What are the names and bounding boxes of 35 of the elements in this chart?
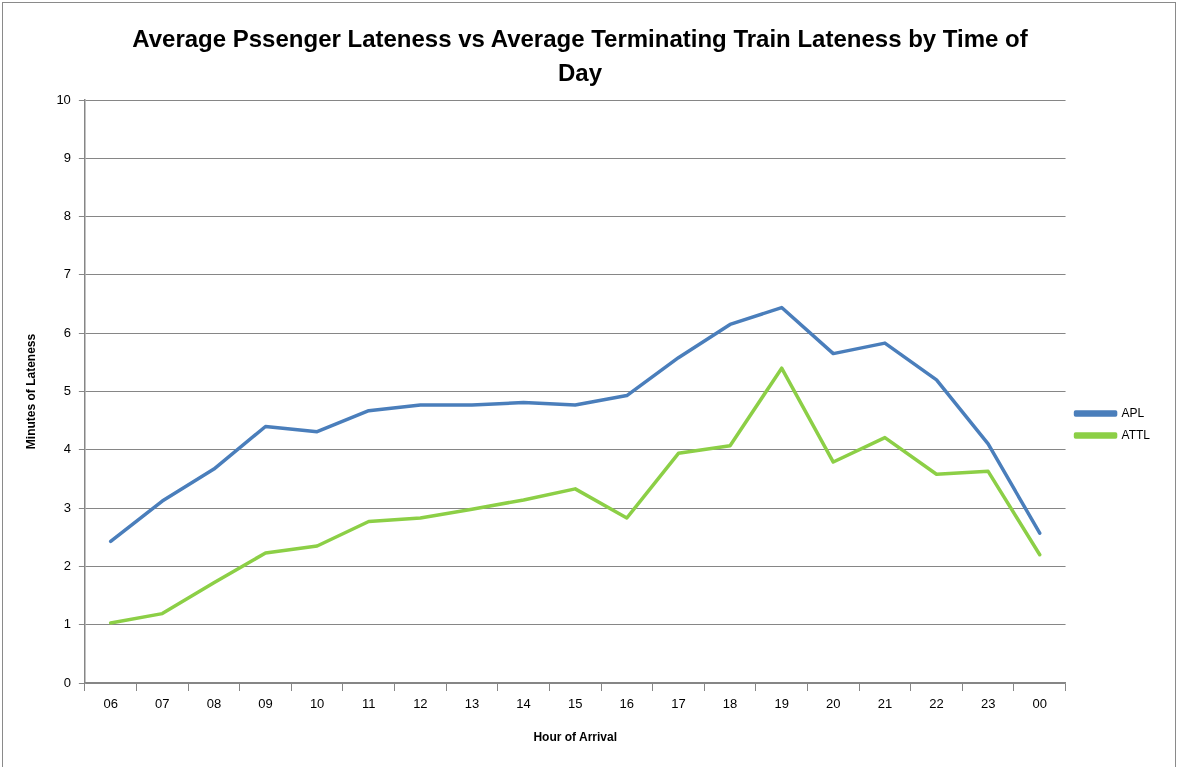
x-tick-label: 23 (980, 696, 996, 712)
y-tick-label: 4 (63, 441, 71, 457)
x-tick-label: 00 (1032, 696, 1047, 712)
x-tick-label: 15 (567, 696, 583, 712)
y-tick-label: 9 (63, 149, 71, 165)
x-tick-label: 16 (619, 696, 635, 712)
y-tick-label: 5 (63, 383, 71, 399)
x-tick-label: 10 (309, 696, 325, 712)
chart-title: Average Pssenger Lateness vs Average Terminating Train Lateness by Time of Day (131, 24, 1029, 88)
x-tick-label: 07 (155, 696, 170, 712)
y-tick-label: 6 (63, 324, 71, 340)
x-tick-label: 18 (722, 696, 738, 712)
x-tick-label: 06 (103, 696, 118, 712)
y-tick-label: 1 (63, 616, 71, 632)
x-tick-label: 13 (464, 696, 480, 712)
x-tick-label: 19 (774, 696, 789, 712)
y-axis-title: Minutes of Lateness (23, 333, 38, 450)
y-tick-label: 0 (63, 674, 71, 690)
x-tick-label: 14 (516, 696, 531, 712)
x-tick-label: 09 (258, 696, 273, 712)
x-tick-label: 12 (413, 696, 428, 712)
x-tick-label: 20 (826, 696, 841, 712)
x-tick-label: 17 (671, 696, 686, 712)
x-tick-label: 11 (361, 696, 376, 712)
x-tick-label: 08 (206, 696, 222, 712)
y-tick-label: 2 (63, 557, 71, 573)
legend-label: APL (1121, 405, 1145, 420)
legend-label: ATTL (1121, 427, 1151, 442)
y-tick-label: 10 (56, 91, 71, 107)
x-tick-label: 22 (929, 696, 944, 712)
y-tick-label: 8 (63, 208, 71, 224)
y-tick-label: 3 (63, 499, 71, 515)
x-axis-title: Hour of Arrival (533, 730, 617, 745)
x-tick-label: 21 (877, 696, 893, 712)
y-tick-label: 7 (63, 266, 71, 282)
